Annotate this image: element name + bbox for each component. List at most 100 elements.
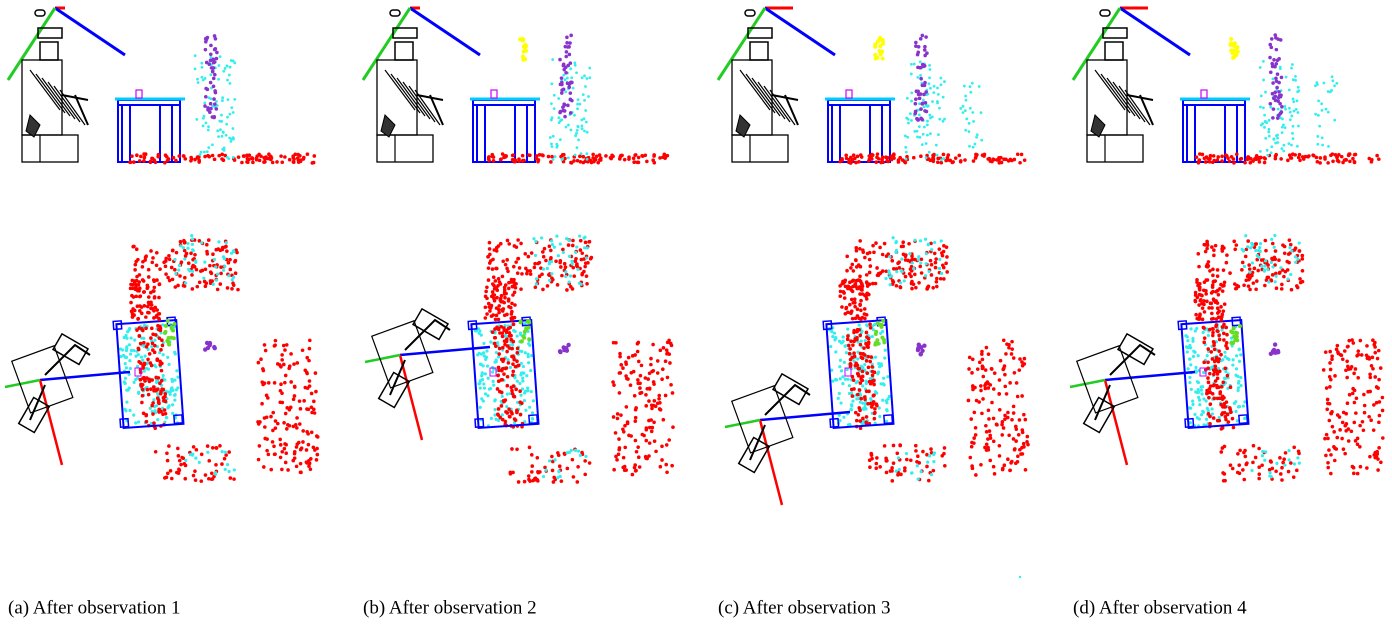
point <box>551 58 554 61</box>
point <box>913 112 917 116</box>
point <box>530 464 534 468</box>
point <box>1239 376 1242 379</box>
point <box>604 154 608 158</box>
point <box>552 135 555 138</box>
point <box>942 157 945 160</box>
point <box>1282 150 1285 153</box>
point <box>904 253 908 257</box>
point <box>484 372 487 375</box>
point <box>169 469 173 473</box>
point <box>623 158 627 162</box>
point <box>500 308 504 312</box>
gripper <box>381 115 395 137</box>
point <box>1206 376 1210 380</box>
point <box>1356 472 1360 476</box>
point <box>544 469 547 472</box>
point <box>919 261 922 264</box>
point <box>838 294 842 298</box>
point <box>494 318 498 322</box>
point <box>164 265 168 269</box>
point <box>914 102 918 106</box>
point <box>884 277 887 280</box>
box <box>846 90 852 98</box>
point <box>1007 433 1011 437</box>
point <box>295 361 299 365</box>
point <box>987 448 991 452</box>
point <box>295 426 299 430</box>
point <box>1239 157 1243 161</box>
point <box>131 245 135 249</box>
point <box>1263 284 1267 288</box>
point <box>644 153 648 157</box>
point <box>895 284 899 288</box>
point <box>1266 263 1270 267</box>
point <box>1269 106 1272 109</box>
point <box>284 374 288 378</box>
point <box>154 450 158 454</box>
point <box>193 469 197 473</box>
point <box>215 57 219 61</box>
point <box>915 460 919 464</box>
point <box>1376 357 1380 361</box>
point <box>556 144 559 147</box>
point <box>913 130 916 133</box>
line <box>752 78 780 116</box>
point <box>1206 278 1210 282</box>
point <box>1238 360 1241 363</box>
point <box>998 408 1002 412</box>
point <box>1365 466 1369 470</box>
point <box>931 156 935 160</box>
point <box>1298 159 1302 163</box>
point <box>652 154 656 158</box>
point <box>1275 86 1279 90</box>
point <box>488 305 492 309</box>
point <box>1377 378 1381 382</box>
point <box>1280 283 1284 287</box>
point <box>201 66 204 69</box>
point <box>1354 367 1358 371</box>
point <box>924 238 927 241</box>
point <box>1359 339 1363 343</box>
box <box>1183 100 1245 162</box>
point <box>1333 84 1336 87</box>
point <box>1021 452 1025 456</box>
point <box>523 252 527 256</box>
point <box>985 346 989 350</box>
point <box>305 460 309 464</box>
point <box>1236 452 1240 456</box>
point <box>875 266 879 270</box>
point <box>866 365 870 369</box>
point <box>654 405 658 409</box>
point <box>928 151 931 154</box>
point <box>1290 249 1293 252</box>
point <box>232 111 235 114</box>
point <box>992 387 996 391</box>
point <box>1356 376 1360 380</box>
point <box>528 479 532 483</box>
point <box>535 277 538 280</box>
point <box>1281 117 1284 120</box>
point <box>220 157 224 161</box>
point <box>313 448 317 452</box>
point <box>934 261 938 265</box>
point <box>926 120 929 123</box>
point <box>299 462 303 466</box>
point <box>203 261 206 264</box>
point <box>1269 46 1273 50</box>
point <box>1252 281 1256 285</box>
point <box>220 462 224 466</box>
point <box>1012 405 1016 409</box>
point <box>1279 38 1283 42</box>
point <box>152 421 156 425</box>
point <box>845 269 849 273</box>
point <box>314 371 318 375</box>
point <box>1365 344 1369 348</box>
point <box>636 350 640 354</box>
point <box>1220 315 1224 319</box>
point <box>191 287 195 291</box>
point <box>1290 288 1294 292</box>
point <box>923 45 927 49</box>
point <box>222 131 225 134</box>
point <box>560 88 564 92</box>
point <box>225 241 228 244</box>
